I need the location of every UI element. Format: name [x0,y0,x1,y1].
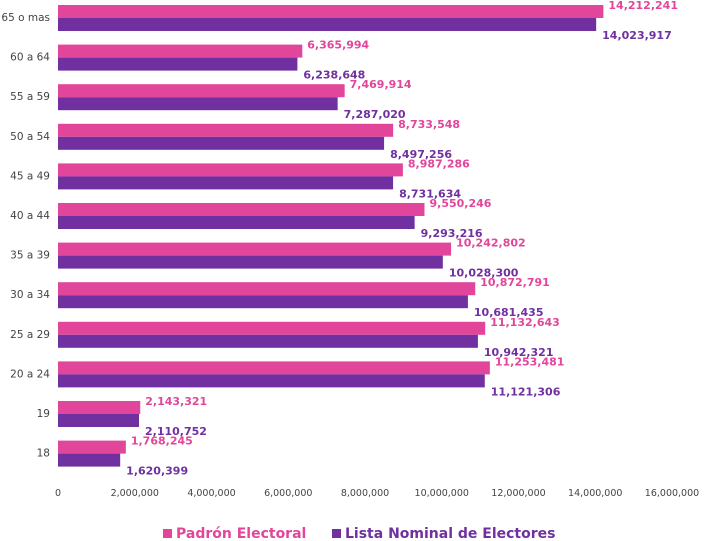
category-label: 45 a 49 [10,170,50,182]
bar-padron [58,84,345,98]
bar-padron [58,282,476,296]
bar-lista [58,334,478,348]
category-label: 60 a 64 [10,52,50,64]
category-label: 19 [37,408,50,420]
data-label-lista: 8,731,634 [399,187,461,200]
data-label-padron: 1,768,245 [131,435,193,448]
data-label-lista: 10,942,321 [484,346,554,359]
category-label: 35 a 39 [10,250,50,262]
category-label: 40 a 44 [10,210,50,222]
x-tick-label: 4,000,000 [187,488,235,499]
bar-lista [58,57,298,71]
data-label-lista: 10,681,435 [474,306,544,319]
x-tick-label: 14,000,000 [568,488,622,499]
data-label-padron: 14,212,241 [608,0,678,12]
bar-lista [58,255,443,269]
category-label: 50 a 54 [10,131,50,143]
category-label: 25 a 29 [10,329,50,341]
data-label-padron: 7,469,914 [350,78,412,91]
data-label-lista: 8,497,256 [390,148,452,161]
x-tick-label: 0 [55,488,61,499]
data-label-padron: 11,253,481 [495,355,565,368]
bar-padron [58,5,604,18]
category-label: 30 a 34 [10,289,50,301]
x-tick-label: 2,000,000 [111,488,159,499]
bar-lista [58,136,385,150]
bar-lista [58,216,415,229]
bar-padron [58,203,425,216]
category-label: 65 o mas [1,12,50,24]
category-label: 55 a 59 [10,91,50,103]
bar-lista [58,453,121,467]
category-label: 18 [37,448,50,460]
bars-layer: 14,212,24114,023,9176,365,9946,238,6487,… [58,0,678,478]
bar-padron [58,361,490,375]
bar-lista [58,414,140,427]
x-tick-label: 8,000,000 [341,488,389,499]
bar-lista [58,295,468,309]
category-labels: 65 o mas 60 a 64 55 a 59 50 a 54 45 a 49 40 a… [1,12,50,460]
data-label-padron: 2,143,321 [145,395,207,408]
x-tick-label: 12,000,000 [491,488,545,499]
bar-lista [58,97,338,111]
bar-padron [58,44,303,58]
legend: Padrón Electoral Lista Nominal de Electo… [163,526,555,541]
bar-lista [58,374,485,388]
data-label-lista: 14,023,917 [602,29,672,42]
data-label-padron: 6,365,994 [307,39,369,52]
data-label-lista: 9,293,216 [421,227,483,240]
data-label-lista: 10,028,300 [449,267,519,280]
legend-swatch-lista [332,529,341,538]
bar-padron [58,242,452,256]
data-label-lista: 1,620,399 [126,465,188,478]
bar-lista [58,176,394,190]
x-axis-ticks: 0 2,000,000 4,000,000 6,000,000 8,000,000 10,… [55,488,699,499]
data-label-padron: 9,550,246 [429,197,491,210]
data-label-padron: 8,987,286 [408,157,470,170]
bar-padron [58,401,141,414]
data-label-padron: 8,733,548 [398,118,460,131]
legend-swatch-padron [163,529,172,538]
bar-padron [58,440,126,454]
data-label-lista: 11,121,306 [491,385,561,398]
data-label-lista: 7,287,020 [344,108,406,121]
bar-padron [58,321,486,335]
data-label-padron: 10,242,802 [456,237,526,250]
legend-label-lista: Lista Nominal de Electores [345,526,555,541]
x-tick-label: 6,000,000 [264,488,312,499]
data-label-padron: 11,132,643 [490,316,560,329]
data-label-lista: 2,110,752 [145,425,207,438]
data-label-padron: 10,872,791 [480,276,550,289]
category-label: 20 a 24 [10,368,50,380]
bar-padron [58,123,394,137]
x-tick-label: 16,000,000 [645,488,699,499]
legend-label-padron: Padrón Electoral [176,526,306,541]
bar-lista [58,18,597,31]
x-tick-label: 10,000,000 [415,488,469,499]
bar-padron [58,163,403,177]
data-label-lista: 6,238,648 [303,69,365,82]
